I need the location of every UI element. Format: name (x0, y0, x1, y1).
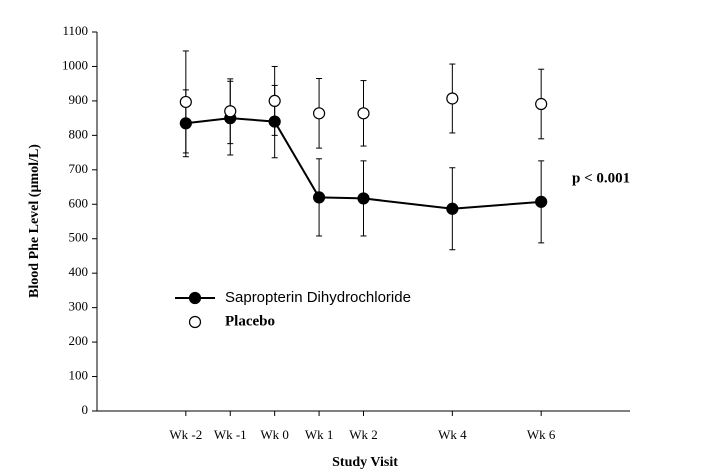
data-point (535, 97, 548, 111)
x-tick-label: Wk 6 (527, 427, 556, 442)
y-tick-label: 100 (69, 368, 89, 383)
annotation: p < 0.001 (572, 170, 630, 186)
x-tick-label: Wk 4 (438, 427, 467, 442)
legend-label: Placebo (225, 313, 275, 329)
data-point (268, 94, 281, 108)
y-tick-label: 800 (69, 126, 89, 141)
y-axis-title: Blood Phe Level (µmol/L) (27, 144, 42, 298)
data-point (357, 192, 370, 205)
x-tick-label: Wk 2 (349, 427, 378, 442)
legend-marker (188, 291, 202, 305)
data-point (312, 107, 326, 120)
y-tick-label: 600 (69, 195, 89, 210)
x-tick-label: Wk 0 (260, 427, 289, 442)
data-point (224, 105, 237, 118)
y-tick-label: 400 (69, 264, 89, 279)
y-tick-label: 200 (69, 333, 89, 348)
data-point (312, 191, 326, 204)
y-tick-label: 500 (69, 230, 89, 245)
data-point (179, 95, 192, 109)
data-point (357, 107, 370, 120)
x-axis-title: Study Visit (332, 455, 398, 470)
legend-marker (188, 315, 202, 329)
y-tick-label: 300 (69, 299, 89, 314)
legend-label: Sapropterin Dihydrochloride (225, 289, 411, 306)
y-tick-label: 700 (69, 161, 89, 176)
y-tick-label: 900 (69, 92, 89, 107)
y-tick-label: 1100 (62, 23, 88, 38)
x-tick-label: Wk -1 (214, 427, 247, 442)
data-point (535, 195, 548, 208)
data-point (446, 92, 459, 105)
data-point (446, 202, 459, 215)
y-tick-label: 0 (82, 402, 89, 417)
x-tick-label: Wk 1 (305, 427, 334, 442)
y-tick-label: 1000 (62, 57, 88, 72)
x-tick-label: Wk -2 (169, 427, 202, 442)
